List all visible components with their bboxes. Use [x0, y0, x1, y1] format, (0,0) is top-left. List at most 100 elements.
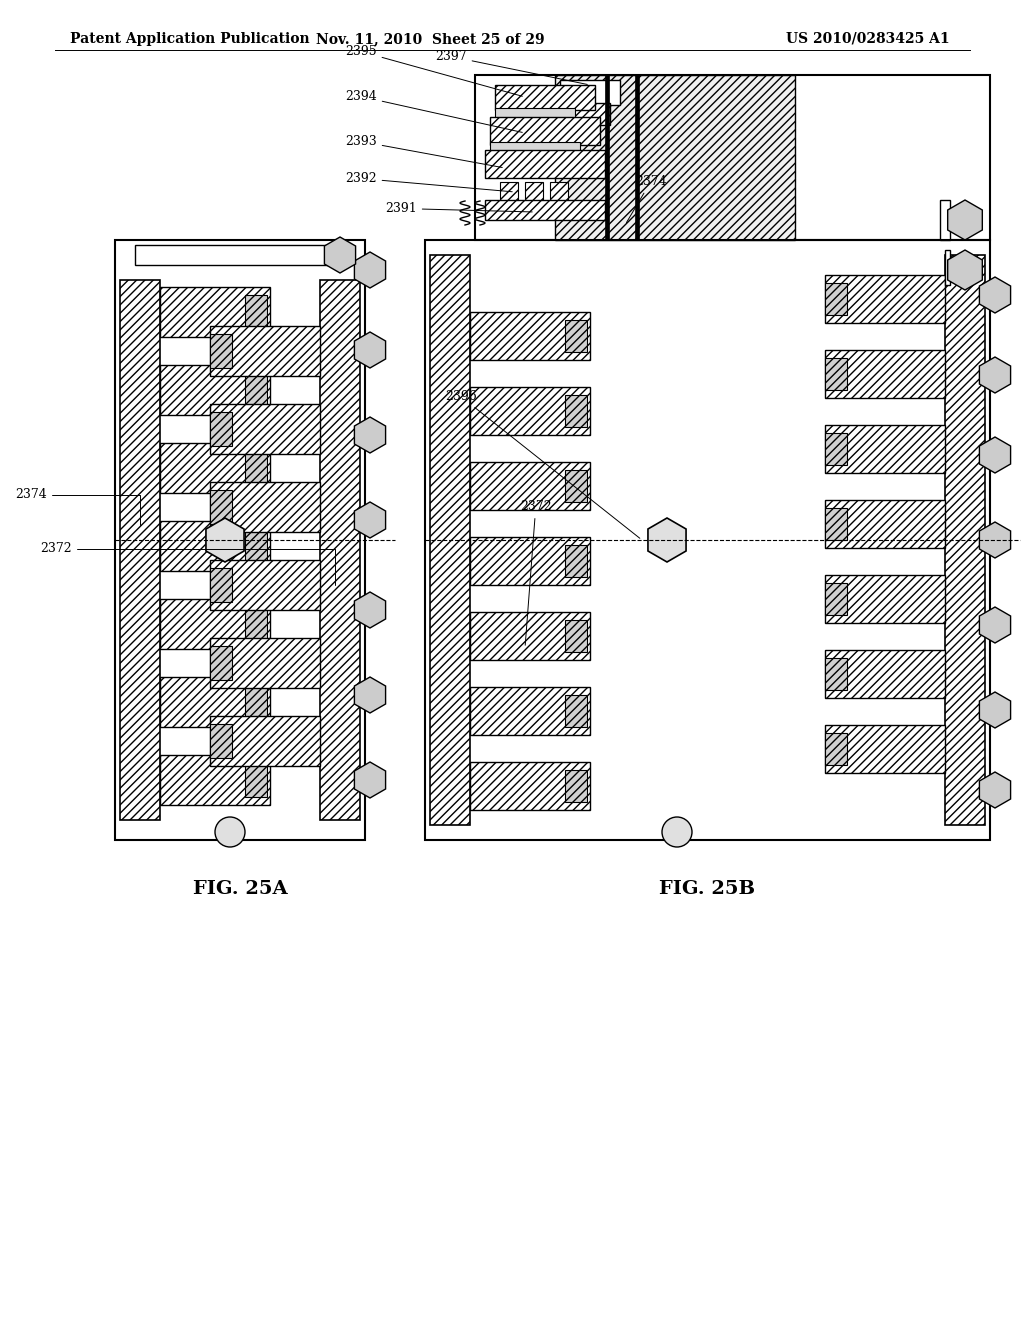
Polygon shape [354, 762, 386, 799]
Polygon shape [979, 521, 1011, 558]
Bar [500, 182, 518, 202]
Bar [245, 763, 267, 797]
Polygon shape [354, 333, 386, 368]
Bar [470, 537, 590, 585]
Bar [825, 733, 847, 766]
Bar [825, 508, 847, 540]
Text: 2393: 2393 [345, 135, 502, 168]
Text: FIG. 25B: FIG. 25B [658, 880, 755, 898]
Text: 2372: 2372 [40, 543, 335, 585]
Polygon shape [979, 277, 1011, 313]
Bar [565, 696, 587, 727]
Bar [210, 412, 232, 446]
Bar [825, 358, 847, 389]
Bar [485, 201, 605, 220]
Polygon shape [648, 517, 686, 562]
Circle shape [215, 817, 245, 847]
Bar [115, 240, 365, 840]
Polygon shape [947, 249, 982, 290]
Polygon shape [947, 201, 982, 240]
Bar [825, 649, 945, 698]
Polygon shape [354, 591, 386, 628]
Bar [319, 280, 360, 820]
Text: Nov. 11, 2010  Sheet 25 of 29: Nov. 11, 2010 Sheet 25 of 29 [315, 32, 545, 46]
Bar [160, 599, 270, 649]
Polygon shape [206, 517, 244, 562]
Polygon shape [979, 692, 1011, 729]
Text: 2397: 2397 [435, 50, 588, 84]
Bar [825, 657, 847, 690]
Bar [245, 294, 267, 329]
Bar [825, 350, 945, 399]
Bar [245, 607, 267, 642]
Text: 2374: 2374 [627, 176, 667, 223]
Text: FIG. 25A: FIG. 25A [193, 880, 288, 898]
Bar [565, 620, 587, 652]
Circle shape [662, 817, 692, 847]
Bar [565, 470, 587, 502]
Bar [210, 645, 232, 680]
Bar [485, 150, 605, 178]
Bar [490, 143, 580, 152]
Bar [570, 103, 610, 125]
Bar [635, 75, 639, 240]
Text: US 2010/0283425 A1: US 2010/0283425 A1 [786, 32, 950, 46]
Bar [210, 404, 319, 454]
Text: 2391: 2391 [385, 202, 532, 215]
Bar [470, 612, 590, 660]
Bar [825, 583, 847, 615]
Bar [120, 280, 160, 820]
Bar [210, 490, 232, 524]
Bar [210, 560, 319, 610]
Bar [470, 762, 590, 810]
Text: 2372: 2372 [520, 500, 552, 645]
Bar [160, 286, 270, 337]
Bar [430, 255, 470, 825]
Text: 2396: 2396 [445, 389, 640, 539]
Text: 2395: 2395 [345, 45, 522, 96]
Bar [565, 395, 587, 426]
Bar [210, 723, 232, 758]
Text: 2392: 2392 [345, 172, 512, 191]
Polygon shape [979, 437, 1011, 473]
Bar [495, 108, 575, 120]
Polygon shape [325, 238, 355, 273]
Bar [425, 240, 990, 840]
Bar [825, 576, 945, 623]
Bar [470, 312, 590, 360]
Bar [945, 255, 985, 825]
Bar [470, 686, 590, 735]
Bar [160, 366, 270, 414]
Bar [210, 568, 232, 602]
Bar [210, 334, 232, 368]
Bar [245, 451, 267, 484]
Bar [245, 685, 267, 719]
Polygon shape [354, 677, 386, 713]
Bar [160, 677, 270, 727]
Bar [825, 275, 945, 323]
Bar [565, 319, 587, 352]
Bar [210, 326, 319, 376]
Bar [565, 545, 587, 577]
Bar [135, 246, 345, 265]
Bar [550, 182, 568, 202]
Bar [160, 444, 270, 492]
Bar [160, 521, 270, 572]
Bar [495, 84, 595, 110]
Bar [210, 715, 319, 766]
Polygon shape [354, 417, 386, 453]
Bar [825, 425, 945, 473]
Bar [940, 201, 950, 240]
Text: Patent Application Publication: Patent Application Publication [70, 32, 309, 46]
Bar [825, 433, 847, 465]
Bar [560, 81, 620, 106]
Polygon shape [979, 772, 1011, 808]
Bar [210, 638, 319, 688]
Bar [825, 725, 945, 774]
Polygon shape [979, 356, 1011, 393]
Bar [825, 282, 847, 315]
Bar [605, 75, 609, 240]
Bar [160, 755, 270, 805]
Bar [470, 387, 590, 436]
Bar [210, 482, 319, 532]
